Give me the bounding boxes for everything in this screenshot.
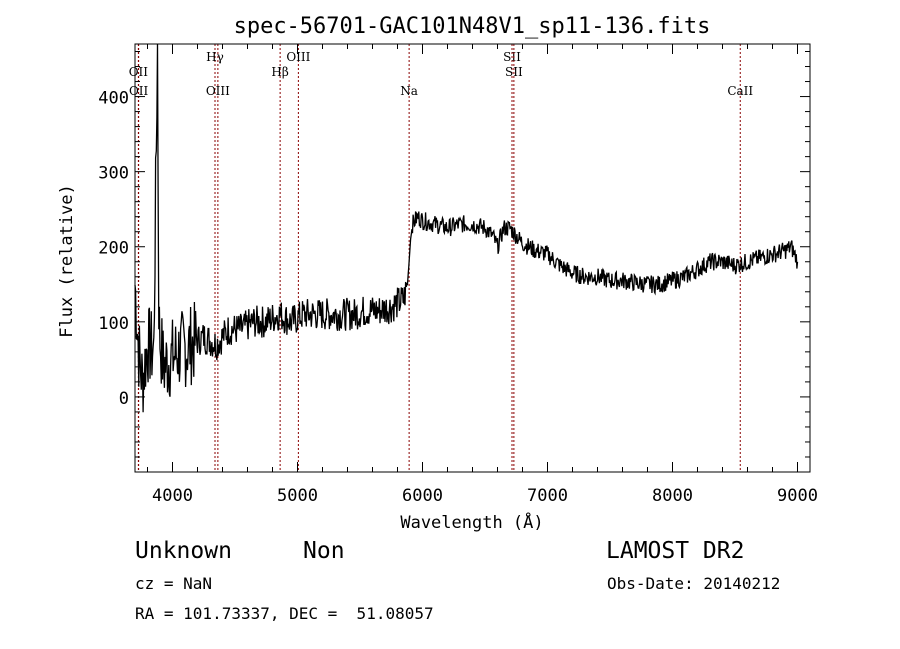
spectrum-series-line	[134, 43, 799, 413]
y-tick-label: 300	[98, 164, 129, 184]
y-axis-ticks: 0 100 200 300 400	[98, 51, 810, 458]
spectral-class: Unknown	[135, 538, 232, 564]
line-marker-label: Hβ	[271, 65, 288, 79]
chart-title: spec-56701-GAC101N48V1_sp11-136.fits	[234, 14, 711, 39]
x-tick-label: 8000	[652, 486, 693, 506]
y-axis-label: Flux (relative)	[57, 184, 77, 338]
line-marker-label: SII	[503, 50, 521, 64]
y-tick-label: 400	[98, 89, 129, 109]
line-marker-label: Na	[400, 84, 418, 98]
spectral-subclass: Non	[303, 538, 345, 564]
line-marker-label: OIII	[206, 84, 230, 98]
line-marker-label: Hγ	[206, 50, 224, 64]
x-tick-label: 4000	[152, 486, 193, 506]
line-marker-label: SII	[505, 65, 523, 79]
x-tick-label: 9000	[777, 486, 818, 506]
line-marker-label: CaII	[727, 84, 753, 98]
redshift-cz: cz = NaN	[135, 574, 213, 593]
x-tick-label: 7000	[527, 486, 568, 506]
line-marker-label: OIII	[286, 50, 310, 64]
observation-date: Obs-Date: 20140212	[607, 574, 781, 593]
survey-name: LAMOST DR2	[606, 538, 745, 564]
y-tick-label: 100	[98, 314, 129, 334]
x-axis-label: Wavelength (Å)	[400, 511, 543, 533]
line-marker-label: OII	[129, 84, 149, 98]
x-tick-label: 5000	[277, 486, 318, 506]
y-tick-label: 200	[98, 239, 129, 259]
x-tick-label: 6000	[402, 486, 443, 506]
y-tick-label: 0	[119, 389, 129, 409]
coordinates: RA = 101.73337, DEC = 51.08057	[135, 604, 434, 623]
x-axis-ticks: 4000 5000 6000 7000 8000 9000	[147, 44, 818, 506]
